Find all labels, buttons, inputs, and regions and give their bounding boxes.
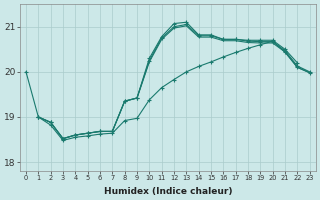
X-axis label: Humidex (Indice chaleur): Humidex (Indice chaleur) [104,187,232,196]
